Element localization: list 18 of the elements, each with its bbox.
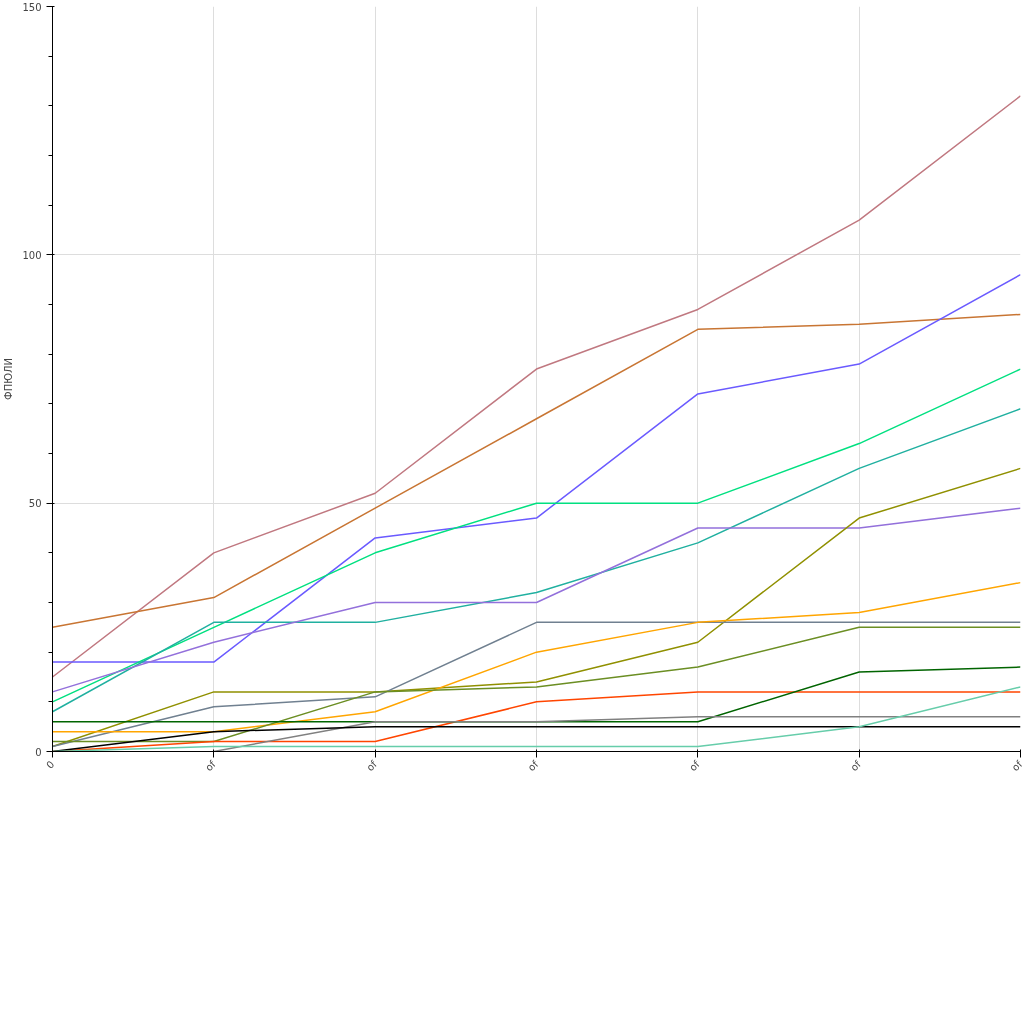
y-axis-title: ФПЮЛИ <box>3 358 15 400</box>
x-tick-label: of <box>1009 758 1024 774</box>
y-tick-label: 100 <box>22 249 42 261</box>
y-tick-label: 150 <box>22 1 42 13</box>
x-tick-label: of <box>364 758 380 774</box>
y-tick-label: 50 <box>28 498 42 510</box>
line-series <box>52 95 1021 678</box>
x-tick-label: of <box>687 758 703 774</box>
line-series <box>52 581 1021 733</box>
x-tick-label: of <box>203 758 219 774</box>
x-tick-label: of <box>525 758 541 774</box>
line-series <box>52 467 1021 748</box>
x-tick-label: of <box>848 758 864 774</box>
x-tick-label: 0 <box>44 758 57 771</box>
y-tick-label: 0 <box>35 746 42 758</box>
line-series <box>52 273 1021 663</box>
line-series <box>52 507 1021 693</box>
line-series <box>52 313 1021 629</box>
